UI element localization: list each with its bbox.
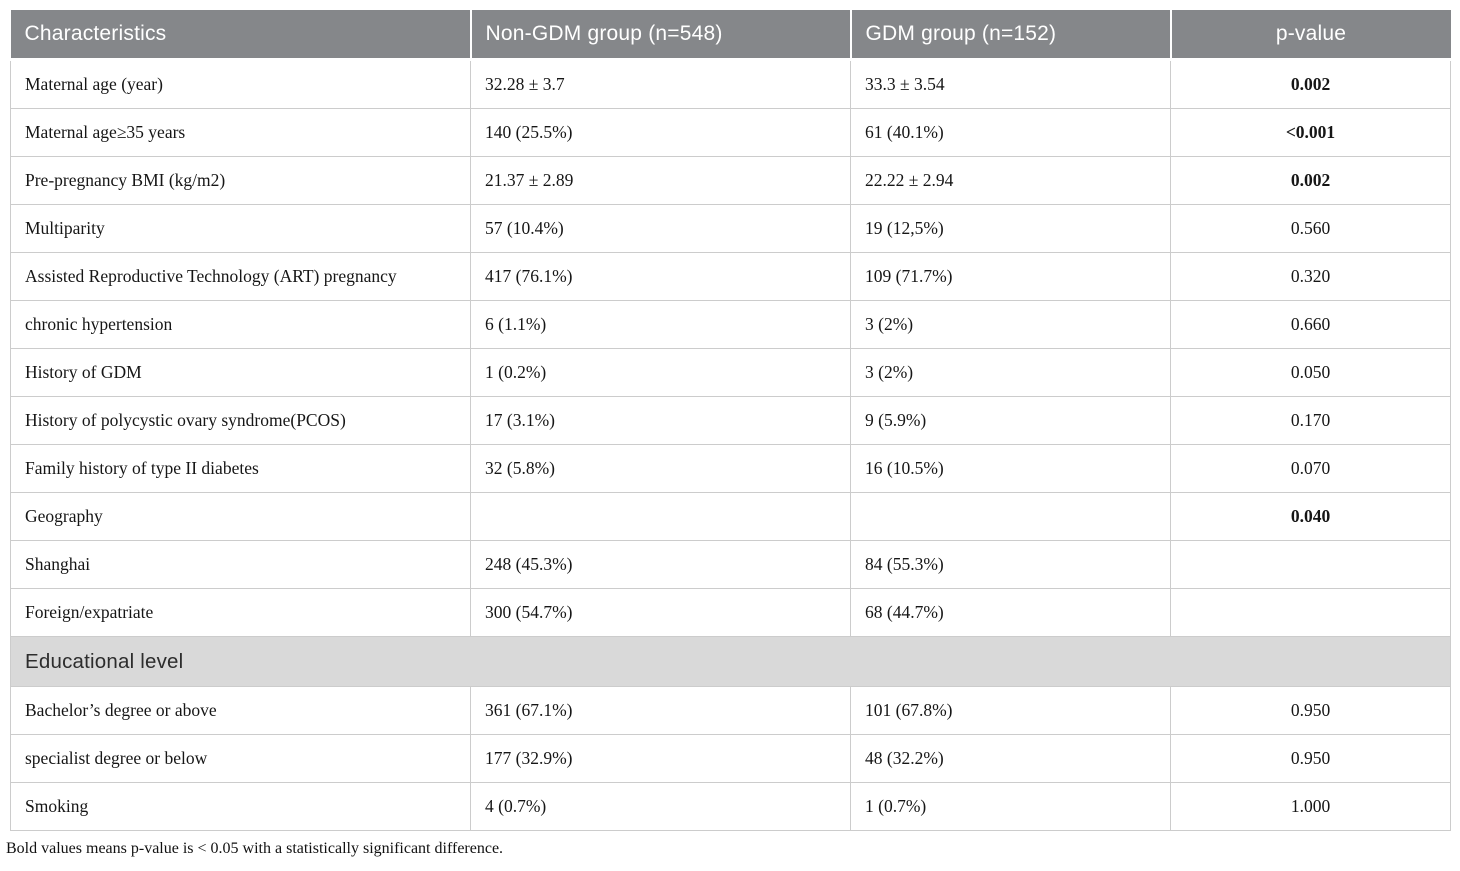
table-row: Foreign/expatriate 300 (54.7%) 68 (44.7%) (10, 588, 1451, 637)
p-value: 0.040 (1170, 492, 1451, 541)
gdm-value: 33.3 ± 3.54 (850, 59, 1171, 109)
p-value: 0.002 (1170, 59, 1451, 109)
gdm-value: 22.22 ± 2.94 (850, 156, 1171, 205)
table-row: History of GDM 1 (0.2%) 3 (2%) 0.050 (10, 348, 1451, 397)
p-value: 0.070 (1170, 444, 1451, 493)
gdm-value: 68 (44.7%) (850, 588, 1171, 637)
non-gdm-value: 140 (25.5%) (470, 108, 851, 157)
column-header-p-value: p-value (1170, 10, 1451, 61)
row-label: Foreign/expatriate (10, 588, 471, 637)
gdm-value: 48 (32.2%) (850, 734, 1171, 783)
non-gdm-value: 17 (3.1%) (470, 396, 851, 445)
non-gdm-value: 361 (67.1%) (470, 686, 851, 735)
gdm-value: 101 (67.8%) (850, 686, 1171, 735)
non-gdm-value: 417 (76.1%) (470, 252, 851, 301)
row-label: Maternal age≥35 years (10, 108, 471, 157)
gdm-value: 19 (12,5%) (850, 204, 1171, 253)
header-row: Characteristics Non-GDM group (n=548) GD… (10, 10, 1451, 61)
table-row: Assisted Reproductive Technology (ART) p… (10, 252, 1451, 301)
table-row: Shanghai 248 (45.3%) 84 (55.3%) (10, 540, 1451, 589)
column-header-gdm-group: GDM group (n=152) (850, 10, 1172, 61)
p-value (1170, 540, 1451, 589)
non-gdm-value: 177 (32.9%) (470, 734, 851, 783)
gdm-value: 3 (2%) (850, 348, 1171, 397)
table-row: Bachelor’s degree or above 361 (67.1%) 101… (10, 686, 1451, 735)
table-row: Maternal age≥35 years 140 (25.5%) 61 (40.1… (10, 108, 1451, 157)
gdm-value: 109 (71.7%) (850, 252, 1171, 301)
p-value: 0.320 (1170, 252, 1451, 301)
p-value: 0.660 (1170, 300, 1451, 349)
table-row: Multiparity 57 (10.4%) 19 (12,5%) 0.560 (10, 204, 1451, 253)
row-label: specialist degree or below (10, 734, 471, 783)
non-gdm-value (470, 492, 851, 541)
row-label: Family history of type II diabetes (10, 444, 471, 493)
row-label: History of polycystic ovary syndrome(PCO… (10, 396, 471, 445)
row-label: Assisted Reproductive Technology (ART) p… (10, 252, 471, 301)
non-gdm-value: 6 (1.1%) (470, 300, 851, 349)
row-label: Bachelor’s degree or above (10, 686, 471, 735)
gdm-value: 84 (55.3%) (850, 540, 1171, 589)
p-value (1170, 588, 1451, 637)
non-gdm-value: 32 (5.8%) (470, 444, 851, 493)
characteristics-table: Characteristics Non-GDM group (n=548) GD… (10, 10, 1451, 831)
table-footnote: Bold values means p-value is < 0.05 with… (6, 840, 504, 857)
table-row: Geography 0.040 (10, 492, 1451, 541)
gdm-value (850, 492, 1171, 541)
p-value: 0.002 (1170, 156, 1451, 205)
section-row: Educational level (10, 636, 1451, 687)
row-label: Maternal age (year) (10, 59, 471, 109)
gdm-value: 16 (10.5%) (850, 444, 1171, 493)
non-gdm-value: 300 (54.7%) (470, 588, 851, 637)
section-label: Educational level (10, 636, 1451, 687)
p-value: 1.000 (1170, 782, 1451, 831)
gdm-value: 3 (2%) (850, 300, 1171, 349)
non-gdm-value: 21.37 ± 2.89 (470, 156, 851, 205)
p-value: <0.001 (1170, 108, 1451, 157)
non-gdm-value: 1 (0.2%) (470, 348, 851, 397)
column-header-characteristics: Characteristics (10, 10, 472, 61)
non-gdm-value: 248 (45.3%) (470, 540, 851, 589)
gdm-value: 1 (0.7%) (850, 782, 1171, 831)
table-row: chronic hypertension 6 (1.1%) 3 (2%) 0.660 (10, 300, 1451, 349)
row-label: Multiparity (10, 204, 471, 253)
table-row: Pre-pregnancy BMI (kg/m2) 21.37 ± 2.89 22.… (10, 156, 1451, 205)
p-value: 0.560 (1170, 204, 1451, 253)
table-row: Family history of type II diabetes 32 (5.… (10, 444, 1451, 493)
row-label: Pre-pregnancy BMI (kg/m2) (10, 156, 471, 205)
column-header-non-gdm-group: Non-GDM group (n=548) (470, 10, 852, 61)
p-value: 0.050 (1170, 348, 1451, 397)
row-label: History of GDM (10, 348, 471, 397)
p-value: 0.950 (1170, 686, 1451, 735)
non-gdm-value: 57 (10.4%) (470, 204, 851, 253)
table-row: Smoking 4 (0.7%) 1 (0.7%) 1.000 (10, 782, 1451, 831)
table-row: specialist degree or below 177 (32.9%) 48 … (10, 734, 1451, 783)
row-label: chronic hypertension (10, 300, 471, 349)
p-value: 0.950 (1170, 734, 1451, 783)
table-header: Characteristics Non-GDM group (n=548) GD… (10, 10, 1451, 61)
row-label: Geography (10, 492, 471, 541)
non-gdm-value: 32.28 ± 3.7 (470, 59, 851, 109)
non-gdm-value: 4 (0.7%) (470, 782, 851, 831)
row-label: Shanghai (10, 540, 471, 589)
table-body: Maternal age (year) 32.28 ± 3.7 33.3 ± 3.5… (10, 59, 1451, 831)
gdm-value: 9 (5.9%) (850, 396, 1171, 445)
gdm-value: 61 (40.1%) (850, 108, 1171, 157)
row-label: Smoking (10, 782, 471, 831)
table-row: History of polycystic ovary syndrome(PCO… (10, 396, 1451, 445)
p-value: 0.170 (1170, 396, 1451, 445)
table-row: Maternal age (year) 32.28 ± 3.7 33.3 ± 3.5… (10, 59, 1451, 109)
